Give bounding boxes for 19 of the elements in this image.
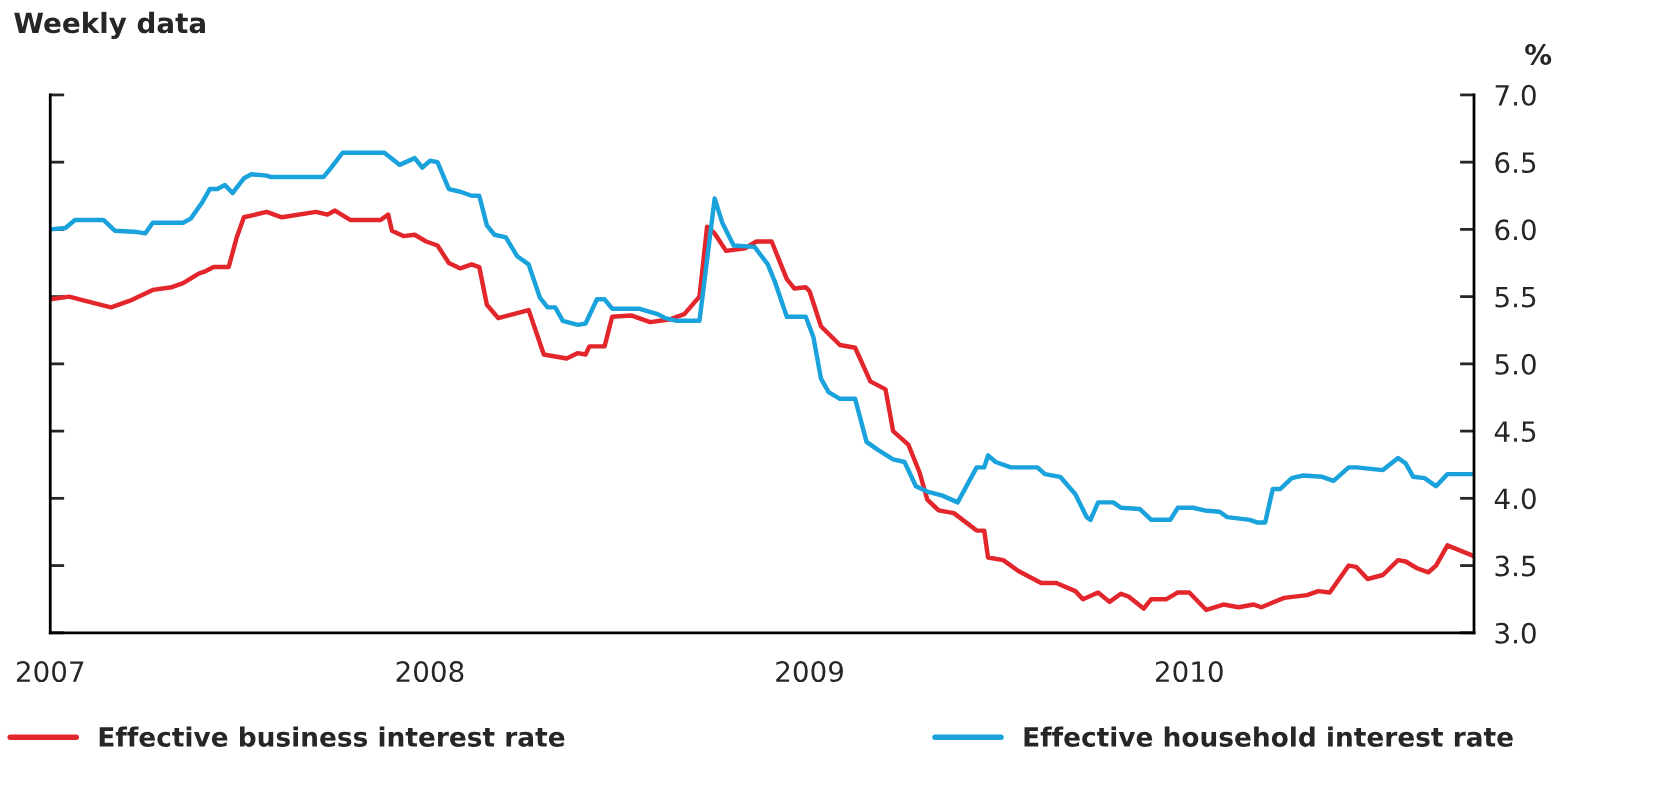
x-tick-label: 2007 — [16, 661, 84, 683]
x-tick-label: 2010 — [1155, 661, 1223, 683]
y-tick-label: 4.5 — [1494, 421, 1536, 443]
y-tick-label: 5.0 — [1495, 353, 1536, 375]
legend-label: Effective business interest rate — [99, 726, 565, 747]
y-tick-label: 4.0 — [1494, 488, 1536, 510]
y-tick-label: 6.0 — [1495, 219, 1536, 241]
y-tick-label: 3.5 — [1495, 555, 1536, 577]
y-tick-label: 3.0 — [1495, 622, 1536, 644]
y-tick-label: 7.0 — [1495, 84, 1536, 106]
x-tick-label: 2008 — [396, 661, 464, 683]
legend-label: Effective household interest rate — [1024, 726, 1513, 747]
x-tick-label: 2009 — [776, 661, 843, 683]
y-axis-title: % — [1525, 44, 1552, 66]
y-tick-label: 6.5 — [1495, 152, 1536, 174]
y-tick-label: 5.5 — [1495, 286, 1536, 308]
line-series — [50, 208, 1474, 613]
line-series — [50, 150, 1474, 525]
chart-title: Weekly data — [14, 11, 205, 39]
